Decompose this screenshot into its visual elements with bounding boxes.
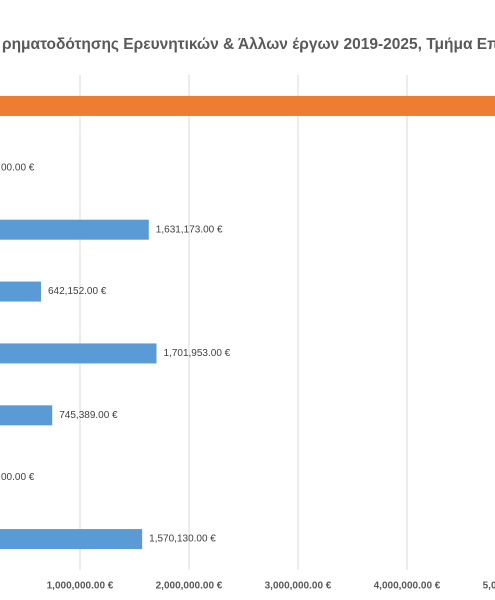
bar xyxy=(0,95,495,116)
value-label: 00.00 € xyxy=(1,162,35,173)
bar xyxy=(0,529,143,550)
value-label: 1,631,173.00 € xyxy=(156,224,223,235)
value-label: 642,152.00 € xyxy=(48,286,107,297)
value-label: 1,701,953.00 € xyxy=(164,348,231,359)
x-tick-label: 2,000,000.00 € xyxy=(156,581,223,592)
bar xyxy=(0,281,41,302)
x-tick-label: 1,000,000.00 € xyxy=(47,581,114,592)
chart-title: ρηματοδότησης Ερευνητικών & Άλλων έργων … xyxy=(2,36,495,53)
x-tick-label: 3,000,000.00 € xyxy=(265,581,332,592)
value-label: 00.00 € xyxy=(1,472,35,483)
x-tick-label: 5,000,000.00 € xyxy=(483,581,495,592)
bar xyxy=(0,343,157,364)
bar xyxy=(0,219,149,240)
bar xyxy=(0,405,53,426)
x-tick-label: 4,000,000.00 € xyxy=(374,581,441,592)
value-label: 1,570,130.00 € xyxy=(149,534,216,545)
value-label: 745,389.00 € xyxy=(59,410,118,421)
